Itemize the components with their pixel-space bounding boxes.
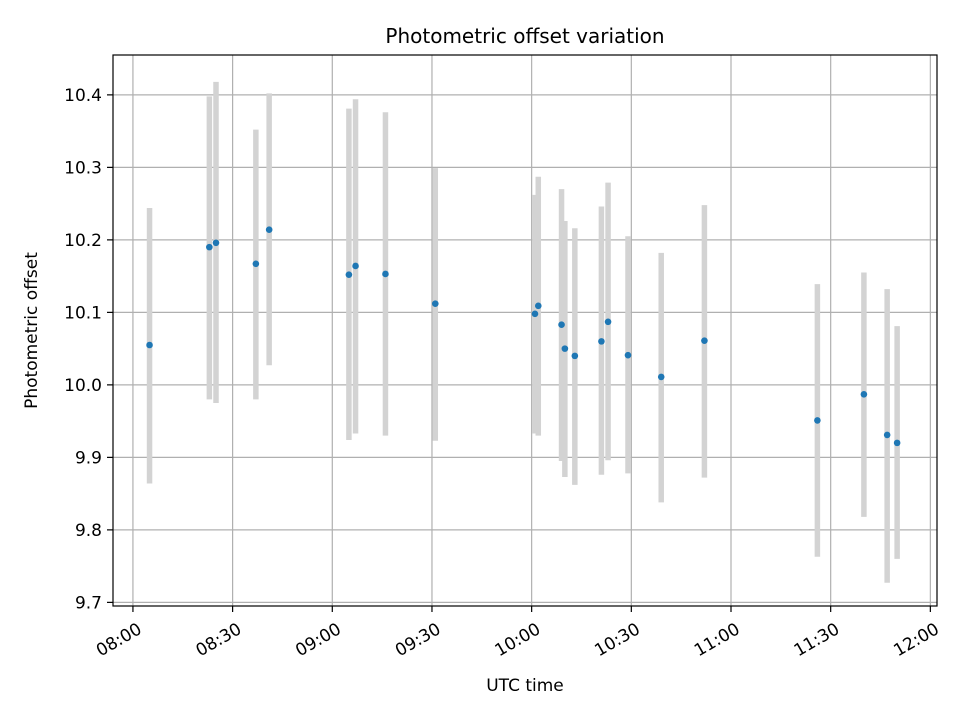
data-point [657,373,665,381]
data-point [531,310,539,318]
x-tick-label: 10:30 [591,619,643,661]
data-point [431,300,439,307]
data-points [146,226,901,447]
error-bars [146,81,900,583]
data-point [352,262,359,270]
x-tick-label: 11:30 [791,619,843,661]
data-point [212,239,220,247]
y-tick-label: 10.4 [64,86,102,106]
data-point [598,338,605,345]
x-tick-label: 09:00 [292,619,344,661]
data-point [860,391,868,398]
data-point [604,318,612,326]
data-point [558,321,565,329]
y-axis-label: Photometric offset [22,252,42,409]
x-tick-label: 08:30 [193,619,245,661]
x-tick-label: 08:00 [93,619,145,661]
data-point [252,260,260,268]
y-tick-label: 9.7 [75,593,102,613]
y-tick-label: 10.2 [64,231,102,251]
data-point [571,352,579,360]
chart-title: Photometric offset variation [385,24,664,48]
data-point [206,243,213,251]
data-point [345,271,353,278]
x-tick-label: 10:00 [492,619,544,661]
x-axis-label: UTC time [486,676,564,696]
data-point [265,226,273,234]
data-point [624,351,632,359]
plot-frame [112,54,938,607]
axis-ticks: 08:00 08:30 09:00 09:30 10:00 10:30 11:00 11:30… [64,86,943,661]
x-tick-label: 11:00 [691,619,743,661]
y-tick-label: 10.3 [64,158,102,178]
x-tick-label: 09:30 [392,619,444,661]
grid [113,55,937,606]
data-point [701,337,708,344]
data-point [146,341,153,349]
y-tick-label: 10.1 [64,303,102,323]
data-point [382,270,389,278]
data-point [893,439,901,447]
y-tick-label: 9.9 [75,448,102,468]
y-tick-label: 9.8 [75,521,102,541]
data-point [814,417,821,424]
data-point [561,345,569,352]
y-tick-label: 10.0 [64,376,102,396]
data-point [883,431,891,439]
x-tick-label: 12:00 [890,619,942,661]
data-point [534,302,542,310]
